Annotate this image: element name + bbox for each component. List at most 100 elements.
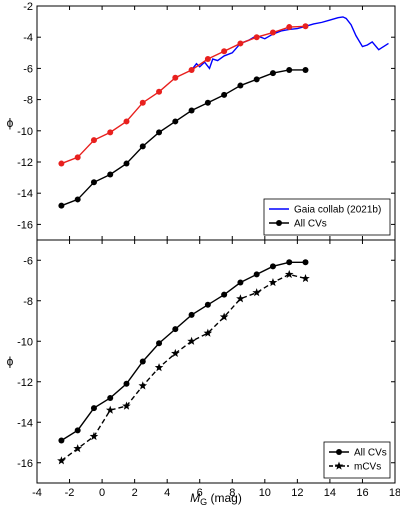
data-point <box>204 56 211 63</box>
y-tick-label: -10 <box>17 126 33 138</box>
x-tick-label: 10 <box>259 487 271 499</box>
series-line <box>60 273 306 462</box>
data-point <box>123 160 130 167</box>
legend-box <box>323 441 391 479</box>
x-tick-label: 18 <box>389 487 400 499</box>
data-point <box>302 23 309 30</box>
y-tick-label: -8 <box>23 296 33 308</box>
series-mcvs <box>57 269 310 465</box>
series-line <box>191 16 389 71</box>
legend: Gaia collab (2021b) All CVs <box>263 198 391 236</box>
x-axis-title-sub: G <box>200 497 207 507</box>
x-tick-label: 14 <box>324 487 336 499</box>
y-tick-label: -16 <box>17 219 33 231</box>
data-point <box>58 160 65 167</box>
data-point <box>154 363 164 372</box>
data-point <box>302 259 309 266</box>
data-point <box>237 82 244 89</box>
series-line <box>61 69 306 207</box>
data-point <box>139 99 146 106</box>
data-point <box>253 76 260 83</box>
series-line <box>61 261 306 442</box>
y-axis-title: ϕ <box>7 116 14 130</box>
data-point <box>58 437 65 444</box>
legend-label: All CVs <box>354 448 387 459</box>
data-point <box>286 66 293 73</box>
data-point <box>74 196 81 203</box>
y-tick-label: -4 <box>23 32 33 44</box>
data-point <box>286 259 293 266</box>
x-tick-label: -2 <box>65 487 75 499</box>
data-point <box>172 74 179 81</box>
y-tick-label: -16 <box>17 458 33 470</box>
data-point <box>90 179 97 186</box>
x-tick-label: 6 <box>197 487 203 499</box>
data-point <box>284 269 294 279</box>
data-point <box>253 271 260 278</box>
x-tick-label: 12 <box>291 487 303 499</box>
data-point <box>139 143 146 150</box>
series-line <box>61 25 306 165</box>
data-point <box>188 66 195 73</box>
x-axis-title-main: M <box>190 491 200 505</box>
data-point <box>107 394 114 401</box>
data-point <box>269 70 276 77</box>
legend-marker <box>336 449 342 455</box>
panel-top: -16 -14 -12 -10 -8 -6 -4 -2 ϕ Gaia collab (2021b)… <box>7 1 396 241</box>
series-unlabeled-1 <box>58 23 309 167</box>
data-point <box>269 263 276 270</box>
legend-label: Gaia collab (2021b) <box>294 205 381 216</box>
y-tick-label: -14 <box>17 417 33 429</box>
data-point <box>253 34 260 41</box>
y-tick-label: -12 <box>17 377 33 389</box>
legend-label: All CVs <box>294 219 327 230</box>
panel-bottom: -4 -2 0 2 4 6 8 10 12 14 16 18 -16 -14 -12 -10 -8 -6 ϕ MG (… <box>7 239 400 507</box>
y-tick-label: -2 <box>23 1 33 13</box>
data-point <box>236 294 245 303</box>
data-point <box>156 129 163 136</box>
y-tick-label: -6 <box>23 255 33 267</box>
legend-box <box>263 198 391 236</box>
x-tick-label: 4 <box>164 487 170 499</box>
x-tick-label: 0 <box>99 487 105 499</box>
data-point <box>74 427 81 434</box>
series-gaia-collab-2021b <box>191 16 389 71</box>
data-point <box>156 88 163 95</box>
y-tick-label: -6 <box>23 63 33 75</box>
data-point <box>204 99 211 106</box>
data-point <box>252 288 261 297</box>
data-point <box>301 273 310 283</box>
data-point <box>221 91 228 98</box>
data-point <box>172 118 179 125</box>
data-point <box>90 137 97 144</box>
data-point <box>188 107 195 114</box>
y-tick-label: -12 <box>17 157 33 169</box>
x-tick-label: -4 <box>32 487 42 499</box>
data-point <box>107 129 114 136</box>
data-point <box>269 29 276 36</box>
data-point <box>237 40 244 47</box>
data-point <box>156 340 163 347</box>
plot-area <box>57 259 310 465</box>
x-tick-label: 8 <box>229 487 235 499</box>
data-point <box>302 66 309 73</box>
data-point <box>286 24 293 31</box>
data-point <box>172 326 179 333</box>
y-tick-label: -14 <box>17 188 33 200</box>
x-axis-title-rest: (mag) <box>207 491 242 505</box>
data-point <box>89 431 99 441</box>
data-point <box>187 336 196 345</box>
legend: All CVs mCVs <box>323 441 391 479</box>
y-tick-label: -8 <box>23 95 33 107</box>
x-tick-label: 2 <box>132 487 138 499</box>
data-point <box>221 291 228 298</box>
data-point <box>203 328 213 337</box>
data-point <box>188 311 195 318</box>
data-point <box>171 348 180 358</box>
data-point <box>57 456 66 465</box>
data-point <box>237 279 244 286</box>
data-point <box>123 380 130 387</box>
y-axis-title: ϕ <box>7 355 14 369</box>
data-point <box>73 444 82 453</box>
